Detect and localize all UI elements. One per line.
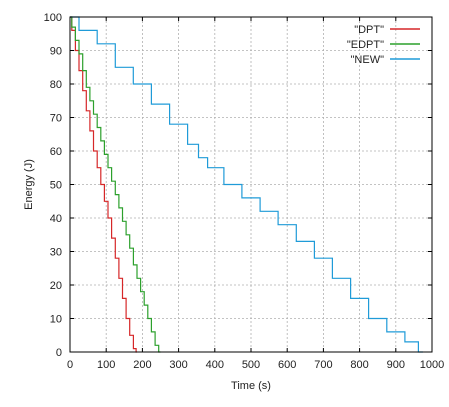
x-tick-label: 0 xyxy=(67,359,73,371)
y-tick-label: 20 xyxy=(50,280,62,292)
x-tick-label: 500 xyxy=(242,359,260,371)
tick-marks xyxy=(69,16,433,353)
y-tick-label: 30 xyxy=(50,247,62,259)
y-tick-label: 50 xyxy=(50,180,62,192)
x-tick-label: 200 xyxy=(133,359,151,371)
x-tick-label: 100 xyxy=(97,359,115,371)
y-tick-label: 70 xyxy=(50,113,62,125)
x-tick-label: 300 xyxy=(169,359,187,371)
legend: "DPT" "EDPT" "NEW" xyxy=(347,24,420,66)
legend-label: "EDPT" xyxy=(347,39,384,51)
legend-label: "DPT" xyxy=(354,24,384,36)
y-axis-label: Energy (J) xyxy=(23,159,35,210)
x-tick-label: 600 xyxy=(278,359,296,371)
y-tick-label: 10 xyxy=(50,314,62,326)
y-tick-labels: 0 10 20 30 40 50 60 70 80 90 100 xyxy=(44,12,62,359)
series-line-1 xyxy=(70,16,161,353)
y-tick-label: 0 xyxy=(56,347,62,359)
x-axis-label: Time (s) xyxy=(231,380,271,392)
series-line-0 xyxy=(70,16,137,353)
grid-lines xyxy=(70,17,432,352)
y-tick-label: 40 xyxy=(50,213,62,225)
legend-label: "NEW" xyxy=(351,54,385,66)
x-tick-label: 800 xyxy=(350,359,368,371)
x-tick-labels: 0 100 200 300 400 500 600 700 800 900 1000 xyxy=(67,359,444,371)
x-tick-label: 900 xyxy=(387,359,405,371)
series-line-2 xyxy=(70,16,423,353)
y-tick-label: 80 xyxy=(50,79,62,91)
y-tick-label: 90 xyxy=(50,46,62,58)
y-tick-label: 60 xyxy=(50,146,62,158)
x-tick-label: 1000 xyxy=(420,359,444,371)
x-tick-label: 700 xyxy=(314,359,332,371)
x-tick-label: 400 xyxy=(206,359,224,371)
series-layer xyxy=(70,16,423,353)
y-tick-label: 100 xyxy=(44,12,62,24)
